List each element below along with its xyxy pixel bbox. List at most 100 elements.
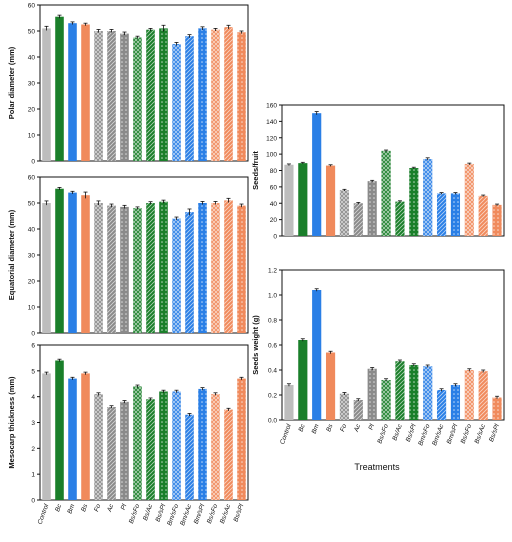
y-tick-label: 140 <box>266 119 277 126</box>
bar-hatch <box>367 368 377 420</box>
bar-hatch <box>464 163 474 236</box>
y-tick-label: 20 <box>28 279 36 286</box>
bar <box>68 378 77 500</box>
y-tick-label: 30 <box>28 81 36 88</box>
bar-hatch <box>211 203 220 333</box>
x-tick-label: Bs/sFo <box>206 503 220 525</box>
bar <box>325 165 336 236</box>
y-tick-label: 0 <box>273 234 277 241</box>
bar <box>81 24 90 161</box>
bar <box>298 163 308 236</box>
bar-hatch <box>107 31 116 161</box>
x-tick-label: Bm/sFo <box>417 423 431 447</box>
y-axis-label: Equatorial diameter (mm) <box>7 209 16 300</box>
bar-hatch <box>339 190 350 236</box>
bar <box>312 113 322 236</box>
y-tick-label: 3 <box>31 420 35 427</box>
y-tick-label: 80 <box>270 168 278 175</box>
bar-hatch <box>120 206 129 333</box>
bar-hatch <box>395 361 405 420</box>
bar-hatch <box>423 159 433 236</box>
bar <box>81 373 90 500</box>
y-tick-label: 0 <box>31 159 35 166</box>
x-tick-label: Fo <box>339 423 348 433</box>
y-tick-label: 0.6 <box>268 343 277 350</box>
bar <box>81 195 90 333</box>
x-tick-label: Bs/Ac <box>142 503 155 522</box>
bar-hatch <box>381 380 391 420</box>
y-axis-label: Seeds weight (g) <box>251 315 260 375</box>
y-tick-label: 0.4 <box>268 368 277 375</box>
bar-hatch <box>436 193 447 236</box>
bar-hatch <box>107 407 116 500</box>
bar <box>325 352 336 420</box>
bar-hatch <box>94 203 103 333</box>
bar-hatch <box>185 36 194 162</box>
y-tick-label: 10 <box>28 133 36 140</box>
y-tick-label: 1.0 <box>268 293 277 300</box>
bar-hatch <box>198 28 207 162</box>
bar <box>42 373 51 500</box>
seeds-weight-panel: 0.0 0.2 0.4 0.6 0.8 1.0 1.2 Seeds weight (g) Con… <box>251 268 505 447</box>
x-tick-label: Control <box>279 423 293 446</box>
x-tick-label: Bc <box>298 423 307 433</box>
x-tick-label: Bs/Ac <box>391 423 404 442</box>
bar-hatch <box>353 400 363 420</box>
bar <box>55 188 64 333</box>
bar-hatch <box>478 195 488 236</box>
x-tick-label: Bm/sAc <box>431 423 445 447</box>
bar <box>284 385 294 420</box>
bar-hatch <box>185 212 194 333</box>
bar-hatch <box>450 385 461 420</box>
bar-hatch <box>159 28 168 162</box>
y-tick-label: 0.2 <box>268 393 277 400</box>
y-tick-label: 50 <box>28 201 36 208</box>
bar-hatch <box>146 399 155 500</box>
bar <box>68 23 77 162</box>
bar <box>298 340 308 420</box>
bar <box>284 164 294 236</box>
y-tick-label: 5 <box>31 368 35 375</box>
bar-hatch <box>211 29 220 162</box>
bar-hatch <box>146 203 155 333</box>
bar-hatch <box>436 390 447 420</box>
bar-hatch <box>492 397 502 420</box>
x-tick-label: Bm/sFo <box>166 503 180 527</box>
equatorial-diameter-panel: 0 10 20 30 40 50 60 Equatorial diameter (mm) <box>7 175 249 338</box>
y-tick-label: 40 <box>28 227 36 234</box>
bar <box>312 290 322 420</box>
y-tick-label: 2 <box>31 446 35 453</box>
x-tick-label: Bs <box>80 503 89 513</box>
x-tick-label: Bs/sPl <box>488 423 501 443</box>
bar-hatch <box>478 371 488 420</box>
x-tick-label: Bm/sPl <box>446 423 460 445</box>
y-axis-label: Polar diameter (mm) <box>7 46 16 119</box>
bar-hatch <box>133 208 142 333</box>
x-tick-label: Ac <box>106 503 116 514</box>
x-tick-label: Bs/sPl <box>233 503 246 523</box>
bar-hatch <box>159 391 168 500</box>
bar <box>55 360 64 500</box>
bar-hatch <box>409 168 419 236</box>
y-tick-label: 0 <box>31 331 35 338</box>
bar <box>55 16 64 162</box>
x-tick-label: Bs/sFo <box>376 423 390 445</box>
x-tick-label: Bs/sFo <box>460 423 474 445</box>
y-tick-label: 0.8 <box>268 318 277 325</box>
bar-hatch <box>172 218 181 333</box>
bar-hatch <box>237 378 246 500</box>
y-tick-label: 0 <box>31 498 35 505</box>
y-axis-label: Seeds/fruit <box>251 151 260 190</box>
x-tick-label: Bs/sPl <box>405 423 418 443</box>
bar-hatch <box>120 33 129 161</box>
bar-hatch <box>198 203 207 333</box>
bar-hatch <box>120 401 129 500</box>
y-tick-label: 0.0 <box>268 418 277 425</box>
bar-hatch <box>159 201 168 333</box>
bar-hatch <box>237 32 246 161</box>
bar-hatch <box>133 386 142 500</box>
x-tick-label: Bs/sFo <box>128 503 142 525</box>
y-tick-label: 1.2 <box>268 268 277 275</box>
